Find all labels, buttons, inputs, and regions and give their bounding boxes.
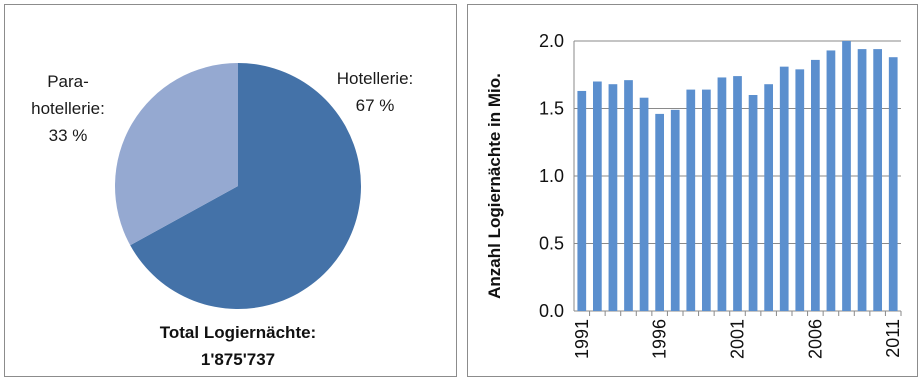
bar-2004 — [779, 66, 789, 312]
y-axis-title: Anzahl Logiernächte in Mio. — [485, 73, 504, 299]
x-tick-label: 2006 — [805, 319, 825, 359]
pie-slice-hotellerie — [130, 63, 361, 309]
bar-chart: 0.0 0.5 1.0 1.5 2.0 1991 1996 2001 2006 2011 Anzah… — [485, 31, 903, 359]
x-tick-label: 2001 — [728, 319, 748, 359]
bar-2008 — [842, 41, 851, 311]
bar-2011 — [888, 57, 898, 312]
bar-2006 — [810, 59, 820, 312]
bar-2007 — [826, 50, 836, 311]
x-tick-label: 1996 — [650, 319, 670, 359]
bar-1995 — [639, 97, 649, 311]
pie-label-hotellerie: Hotellerie: 67 % — [337, 69, 414, 115]
bar-1998 — [686, 89, 696, 311]
y-tick-label: 0.0 — [539, 301, 564, 321]
x-tick-label: 2011 — [883, 319, 903, 358]
pie-chart: Hotellerie: 67 % Para-hotellerie: 33 % Total… — [31, 63, 414, 369]
bar-1991 — [577, 90, 587, 311]
y-tick-label: 1.5 — [539, 99, 564, 119]
bar-2005 — [795, 69, 805, 311]
bar-2003 — [764, 84, 774, 311]
bar-chart-panel: 0.0 0.5 1.0 1.5 2.0 1991 1996 2001 2006 2011 Anzah… — [467, 4, 918, 377]
pie-chart-panel: Hotellerie: 67 % Para-hotellerie: 33 % Total… — [4, 4, 457, 377]
y-tick-label: 0.5 — [539, 234, 564, 254]
total-label: Total Logiernächte: 1'875'737 — [160, 323, 316, 369]
pie-slice-parahotellerie — [115, 63, 238, 246]
x-tick-label: 1991 — [572, 319, 592, 359]
bar-2009 — [857, 49, 867, 311]
bar-1996 — [655, 113, 665, 312]
bar-1997 — [670, 109, 680, 311]
bar-1994 — [624, 80, 633, 312]
bar-2002 — [748, 95, 758, 311]
pie-label-parahotellerie: Para-hotellerie: 33 % — [31, 72, 105, 145]
y-tick-label: 2.0 — [539, 31, 564, 51]
bar-1999 — [701, 89, 711, 311]
y-tick-label: 1.0 — [539, 166, 564, 186]
bar-2001 — [733, 76, 742, 311]
bar-2000 — [717, 77, 727, 311]
bar-2010 — [873, 49, 883, 311]
bar-1993 — [608, 84, 618, 311]
bar-1992 — [592, 81, 602, 311]
